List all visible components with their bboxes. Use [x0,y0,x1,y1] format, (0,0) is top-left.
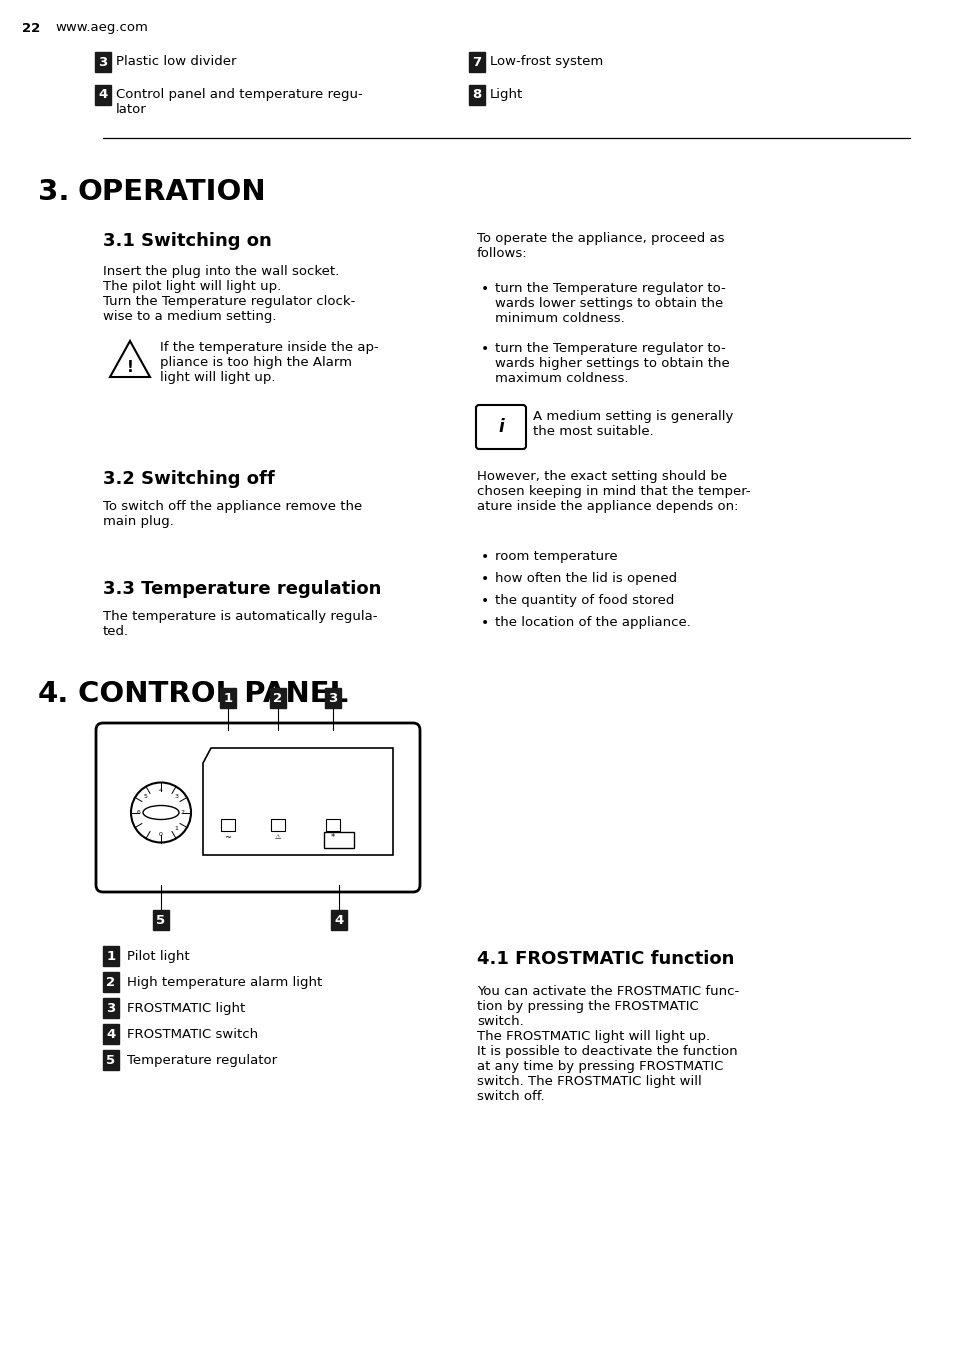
Text: 3.2 Switching off: 3.2 Switching off [103,470,274,488]
Text: •: • [480,342,489,356]
Text: 4: 4 [159,788,163,794]
Text: 4.1 FROSTMATIC function: 4.1 FROSTMATIC function [476,950,734,968]
Text: 4: 4 [334,914,343,926]
Text: 3.3 Temperature regulation: 3.3 Temperature regulation [103,580,381,598]
Text: room temperature: room temperature [495,550,617,562]
Text: You can activate the FROSTMATIC func-
tion by pressing the FROSTMATIC
switch.
Th: You can activate the FROSTMATIC func- ti… [476,986,739,1103]
Text: A medium setting is generally
the most suitable.: A medium setting is generally the most s… [533,410,733,438]
Text: 0: 0 [159,831,163,837]
Text: 3: 3 [107,1002,115,1014]
Text: 4: 4 [98,88,108,101]
Text: the location of the appliance.: the location of the appliance. [495,617,690,629]
Text: The temperature is automatically regula-
ted.: The temperature is automatically regula-… [103,610,377,638]
Text: 1: 1 [174,826,178,830]
Text: 2: 2 [181,810,185,815]
Text: CONTROL PANEL: CONTROL PANEL [78,680,348,708]
Text: •: • [480,572,489,585]
Text: High temperature alarm light: High temperature alarm light [127,976,322,990]
Text: OPERATION: OPERATION [78,178,266,206]
Text: 6: 6 [137,810,141,815]
Text: 2: 2 [274,691,282,704]
Text: Low-frost system: Low-frost system [490,55,602,68]
Text: 22: 22 [22,22,40,35]
Text: FROSTMATIC switch: FROSTMATIC switch [127,1028,258,1041]
Text: 4: 4 [107,1028,115,1041]
Text: 8: 8 [472,88,481,101]
Text: FROSTMATIC light: FROSTMATIC light [127,1002,245,1015]
Text: 1: 1 [107,949,115,963]
Text: www.aeg.com: www.aeg.com [55,22,148,35]
Text: ⚠: ⚠ [274,834,281,840]
Text: Insert the plug into the wall socket.
The pilot light will light up.
Turn the Te: Insert the plug into the wall socket. Th… [103,265,355,323]
Text: If the temperature inside the ap-
pliance is too high the Alarm
light will light: If the temperature inside the ap- plianc… [160,341,378,384]
Text: 7: 7 [472,55,481,69]
Text: •: • [480,594,489,608]
Text: 2: 2 [107,976,115,988]
Text: 3.: 3. [38,178,70,206]
FancyBboxPatch shape [96,723,419,892]
Text: 3: 3 [328,691,337,704]
Text: i: i [497,418,503,435]
Text: Control panel and temperature regu-
lator: Control panel and temperature regu- lato… [116,88,362,116]
Text: Plastic low divider: Plastic low divider [116,55,236,68]
Text: !: ! [127,360,133,375]
Text: turn the Temperature regulator to-
wards lower settings to obtain the
minimum co: turn the Temperature regulator to- wards… [495,283,725,324]
Text: 5: 5 [143,795,147,799]
FancyBboxPatch shape [326,819,339,831]
FancyBboxPatch shape [221,819,234,831]
Text: To operate the appliance, proceed as
follows:: To operate the appliance, proceed as fol… [476,233,723,260]
Text: Temperature regulator: Temperature regulator [127,1055,276,1067]
Text: 3.1 Switching on: 3.1 Switching on [103,233,272,250]
Text: 3: 3 [174,795,178,799]
Text: 5: 5 [156,914,166,926]
Text: how often the lid is opened: how often the lid is opened [495,572,677,585]
Text: Light: Light [490,88,522,101]
Text: *: * [331,833,335,841]
Text: •: • [480,617,489,630]
Text: 3: 3 [98,55,108,69]
FancyBboxPatch shape [271,819,285,831]
Text: 5: 5 [107,1053,115,1067]
Text: 1: 1 [223,691,233,704]
Text: •: • [480,283,489,296]
Text: •: • [480,550,489,564]
Text: To switch off the appliance remove the
main plug.: To switch off the appliance remove the m… [103,500,362,529]
Text: ~: ~ [224,833,232,841]
FancyBboxPatch shape [324,831,354,848]
Text: However, the exact setting should be
chosen keeping in mind that the temper-
atu: However, the exact setting should be cho… [476,470,750,512]
Text: Pilot light: Pilot light [127,950,190,963]
FancyBboxPatch shape [476,406,525,449]
Text: 4.: 4. [38,680,70,708]
Text: turn the Temperature regulator to-
wards higher settings to obtain the
maximum c: turn the Temperature regulator to- wards… [495,342,729,385]
Text: the quantity of food stored: the quantity of food stored [495,594,674,607]
